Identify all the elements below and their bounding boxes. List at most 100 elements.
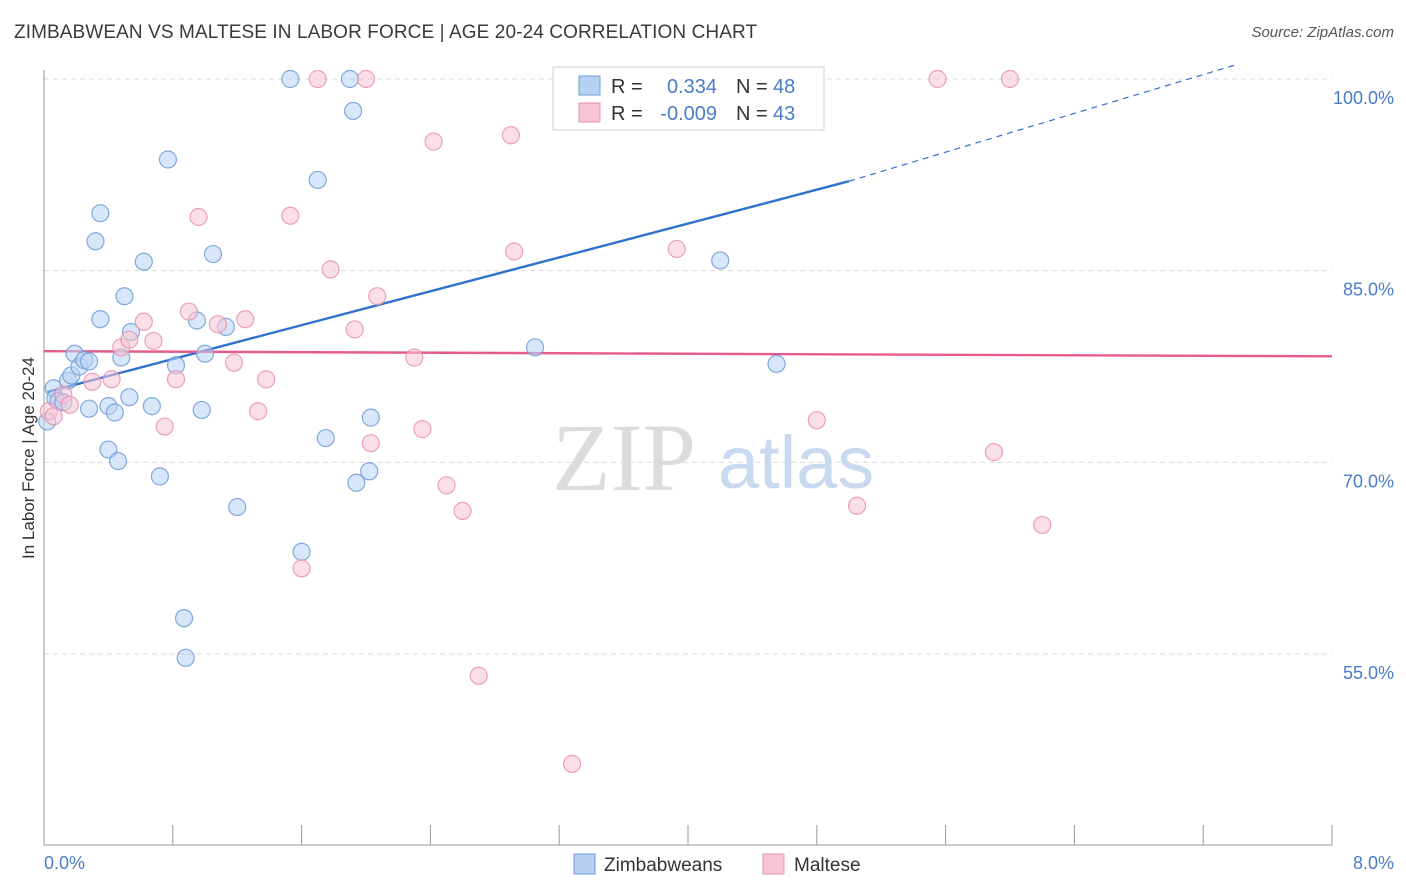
zimbabweans-point-20: [115, 287, 134, 306]
maltese-point-27: [413, 420, 432, 439]
maltese-point-41: [1033, 515, 1052, 535]
maltese-point-18: [281, 206, 300, 225]
legend-n-value-blue: 48: [773, 76, 795, 98]
maltese-point-14: [224, 353, 244, 372]
x-axis-ticks: [43, 825, 1333, 845]
series-legend-label-zimbabweans: Zimbabweans: [604, 855, 722, 876]
stats-legend: R = 0.334 N = 48 R = -0.009 N = 43: [552, 66, 825, 131]
legend-swatch-pink: [578, 102, 601, 123]
maltese-point-40: [1000, 69, 1020, 89]
y-axis-label: In Labor Force | Age 20-24: [19, 357, 38, 559]
maltese-points: [39, 69, 1052, 773]
maltese-point-34: [562, 754, 582, 773]
trend-line-zimbabweans: [46, 180, 850, 394]
maltese-point-19: [292, 559, 311, 578]
maltese-point-12: [189, 207, 208, 227]
maltese-point-16: [249, 402, 268, 421]
maltese-point-11: [179, 302, 198, 321]
maltese-point-25: [361, 434, 380, 453]
zimbabweans-point-14: [91, 310, 110, 329]
legend-swatch-blue: [578, 75, 601, 96]
zimbabweans-point-18: [108, 451, 128, 471]
legend-n-label-pink: N =: [736, 103, 768, 125]
y-tick-labels: 55.0% 70.0% 85.0% 100.0%: [1333, 88, 1394, 683]
legend-r-value-blue: 0.334: [667, 76, 717, 98]
series-legend-label-maltese: Maltese: [794, 855, 861, 876]
zimbabweans-point-39: [316, 428, 335, 448]
zimbabweans-point-24: [142, 397, 161, 416]
zimbabweans-point-23: [134, 252, 153, 271]
series-legend-swatch-zimbabweans: [573, 853, 596, 875]
zimbabweans-point-47: [767, 354, 786, 374]
trend-line-maltese: [43, 349, 1333, 358]
maltese-point-32: [501, 126, 520, 145]
zimbabweans-points: [38, 69, 786, 667]
maltese-point-23: [356, 69, 376, 89]
zimbabweans-point-43: [360, 462, 379, 481]
maltese-point-3: [83, 372, 102, 391]
zimbabweans-point-37: [292, 542, 311, 561]
maltese-point-4: [102, 370, 121, 389]
maltese-point-42: [44, 407, 63, 426]
zimbabweans-point-38: [308, 170, 327, 190]
maltese-point-13: [208, 315, 227, 334]
zimbabweans-point-29: [176, 648, 195, 667]
legend-n-value-pink: 43: [773, 103, 795, 125]
maltese-point-31: [469, 666, 488, 685]
trend-lines: [43, 64, 1333, 394]
source-label: Source: ZipAtlas.com: [1251, 24, 1394, 41]
series-legend: Zimbabweans Maltese: [573, 853, 861, 876]
zimbabweans-point-36: [281, 69, 300, 89]
maltese-point-6: [120, 330, 139, 349]
y-tick-label-70: 70.0%: [1343, 471, 1394, 491]
zimbabweans-point-28: [174, 609, 194, 628]
maltese-point-15: [236, 310, 255, 329]
chart-title: ZIMBABWEAN VS MALTESE IN LABOR FORCE | A…: [14, 22, 758, 43]
maltese-point-29: [437, 476, 456, 495]
zimbabweans-point-40: [340, 69, 359, 89]
maltese-point-20: [308, 69, 327, 89]
zimbabweans-point-44: [361, 408, 380, 427]
maltese-point-24: [368, 287, 387, 306]
zimbabweans-point-41: [344, 101, 363, 121]
watermark-zip: ZIP: [552, 404, 696, 511]
maltese-point-36: [807, 411, 826, 430]
x-tick-label-min: 0.0%: [44, 853, 85, 873]
zimbabweans-point-46: [711, 251, 730, 270]
zimbabweans-point-12: [86, 232, 105, 251]
zimbabweans-point-31: [192, 400, 211, 420]
maltese-point-21: [321, 260, 340, 279]
maltese-point-39: [984, 443, 1004, 462]
zimbabweans-point-42: [347, 473, 366, 492]
x-tick-label-max: 8.0%: [1353, 853, 1394, 873]
y-tick-label-85: 85.0%: [1343, 280, 1394, 300]
zimbabweans-point-45: [525, 338, 545, 357]
maltese-point-38: [928, 69, 947, 89]
maltese-point-35: [667, 239, 686, 259]
maltese-point-37: [847, 496, 867, 515]
maltese-point-10: [166, 370, 186, 389]
zimbabweans-point-26: [158, 150, 178, 169]
zimbabweans-point-10: [79, 352, 99, 371]
y-tick-label-55: 55.0%: [1343, 663, 1394, 683]
maltese-point-22: [345, 320, 364, 339]
zimbabweans-point-25: [150, 467, 170, 486]
zimbabweans-point-11: [79, 399, 99, 418]
y-tick-label-100: 100.0%: [1333, 88, 1394, 108]
maltese-point-28: [424, 132, 443, 151]
maltese-point-17: [257, 370, 276, 389]
zimbabweans-point-32: [195, 344, 215, 363]
series-legend-swatch-maltese: [762, 853, 785, 875]
watermark-atlas: atlas: [718, 421, 874, 504]
maltese-point-9: [155, 417, 174, 436]
legend-r-value-pink: -0.009: [660, 103, 717, 125]
maltese-point-8: [144, 331, 163, 351]
legend-r-label-blue: R =: [611, 76, 643, 98]
trend-line-zimbabweans-extension: [848, 64, 1236, 182]
zimbabweans-point-13: [91, 204, 110, 223]
maltese-point-2: [60, 395, 79, 414]
maltese-point-33: [505, 242, 524, 261]
legend-n-label-blue: N =: [736, 76, 768, 98]
zimbabweans-point-21: [120, 388, 139, 407]
